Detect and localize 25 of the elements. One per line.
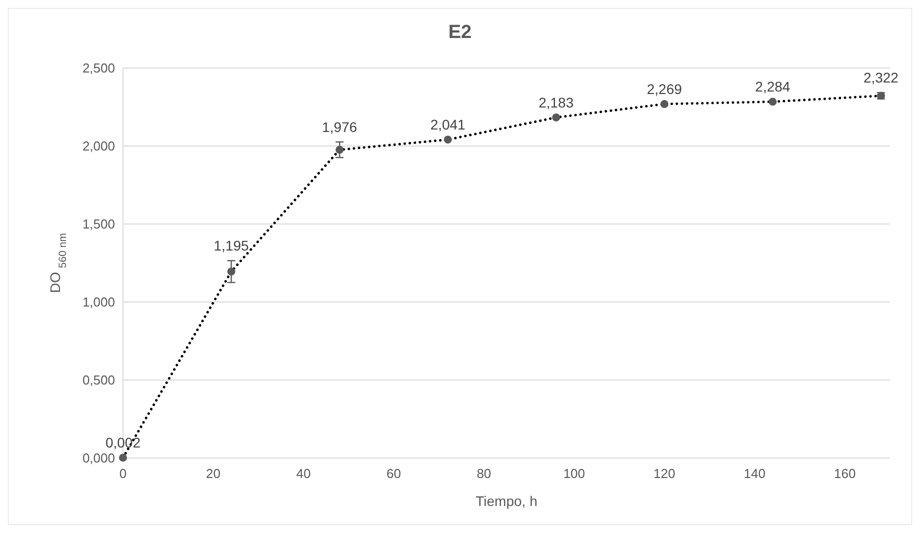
x-tick-label: 20 — [206, 466, 220, 481]
x-tick-label: 160 — [834, 466, 856, 481]
data-label: 0,002 — [105, 434, 141, 451]
data-label: 1,976 — [322, 118, 358, 135]
x-axis-title: Tiempo, h — [476, 493, 538, 509]
y-tick-label: 0,000 — [82, 450, 115, 466]
data-label: 2,269 — [646, 81, 682, 98]
chart-title: E2 — [448, 22, 472, 43]
y-tick-label: 2,000 — [82, 138, 115, 154]
x-tick-label: 120 — [654, 466, 676, 481]
y-tick-label: 2,500 — [82, 60, 115, 76]
x-tick-label: 80 — [476, 466, 492, 481]
data-label: 1,195 — [214, 238, 250, 254]
data-label: 2,041 — [430, 116, 466, 133]
x-tick-label: 0 — [119, 466, 127, 481]
data-label: 2,284 — [755, 78, 790, 95]
x-tick-label: 40 — [296, 466, 311, 481]
data-label: 2,322 — [863, 70, 899, 86]
y-tick-label: 1,500 — [82, 216, 115, 232]
y-tick-label: 0,500 — [82, 372, 115, 388]
x-tick-label: 100 — [563, 466, 586, 481]
y-tick-label: 1,000 — [82, 294, 115, 310]
data-label: 2,183 — [538, 94, 574, 110]
x-tick-label: 140 — [744, 466, 766, 481]
x-tick-label: 60 — [386, 466, 401, 481]
